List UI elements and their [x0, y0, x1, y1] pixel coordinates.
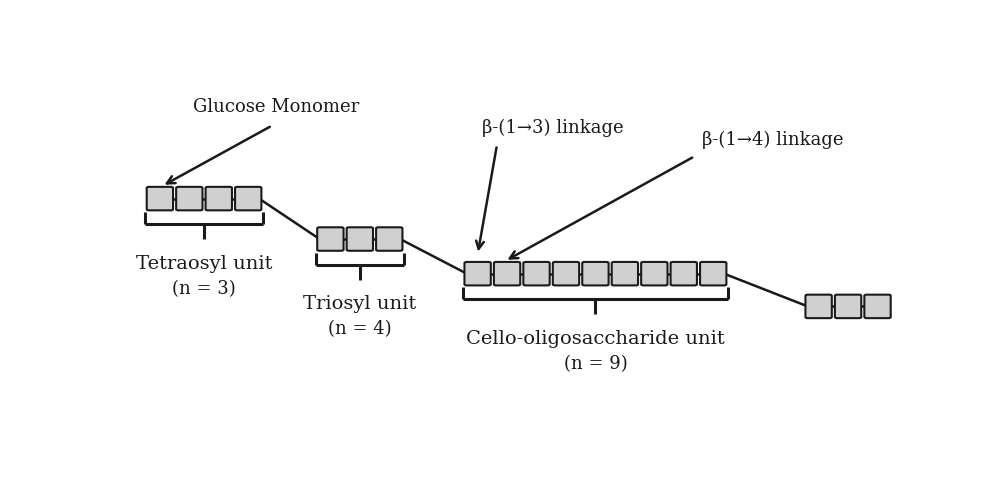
FancyBboxPatch shape	[523, 262, 550, 285]
FancyBboxPatch shape	[147, 187, 173, 210]
FancyBboxPatch shape	[582, 262, 609, 285]
Text: (n = 9): (n = 9)	[564, 354, 627, 372]
Text: Triosyl unit: Triosyl unit	[303, 295, 416, 313]
FancyBboxPatch shape	[835, 294, 861, 318]
FancyBboxPatch shape	[494, 262, 520, 285]
FancyBboxPatch shape	[235, 187, 261, 210]
FancyBboxPatch shape	[206, 187, 232, 210]
FancyBboxPatch shape	[612, 262, 638, 285]
Text: Glucose Monomer: Glucose Monomer	[193, 98, 359, 116]
FancyBboxPatch shape	[176, 187, 202, 210]
Text: (n = 3): (n = 3)	[172, 280, 236, 297]
Text: β-(1→4) linkage: β-(1→4) linkage	[702, 130, 844, 148]
FancyBboxPatch shape	[347, 228, 373, 251]
FancyBboxPatch shape	[376, 228, 402, 251]
FancyBboxPatch shape	[700, 262, 726, 285]
Text: β-(1→3) linkage: β-(1→3) linkage	[482, 118, 623, 137]
FancyBboxPatch shape	[671, 262, 697, 285]
Text: Cello-oligosaccharide unit: Cello-oligosaccharide unit	[466, 330, 725, 347]
FancyBboxPatch shape	[805, 294, 832, 318]
FancyBboxPatch shape	[641, 262, 668, 285]
FancyBboxPatch shape	[317, 228, 344, 251]
Text: Tetraosyl unit: Tetraosyl unit	[136, 254, 272, 272]
FancyBboxPatch shape	[864, 294, 891, 318]
FancyBboxPatch shape	[553, 262, 579, 285]
Text: (n = 4): (n = 4)	[328, 320, 392, 338]
FancyBboxPatch shape	[464, 262, 491, 285]
